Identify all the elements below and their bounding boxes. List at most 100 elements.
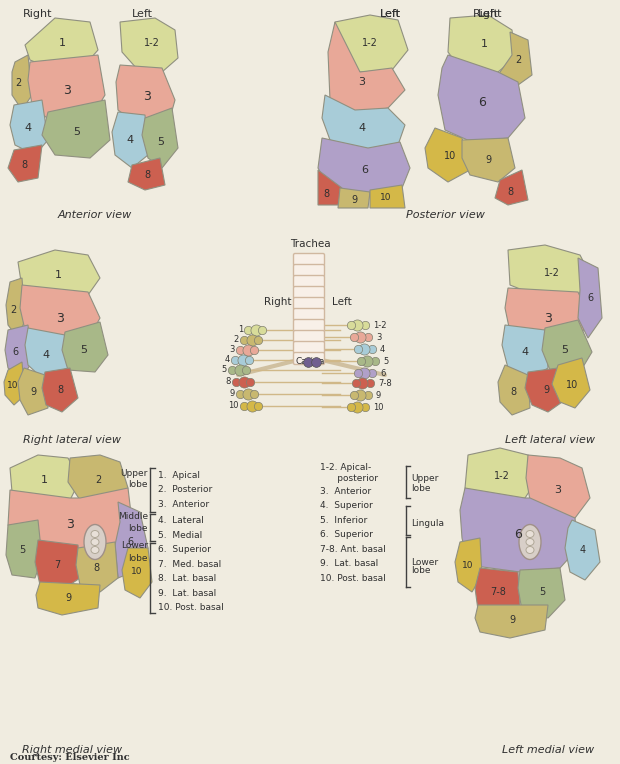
Text: 8: 8 (144, 170, 150, 180)
Ellipse shape (91, 530, 99, 538)
Text: 6: 6 (380, 368, 386, 377)
Polygon shape (10, 100, 48, 155)
Text: 3: 3 (63, 83, 71, 96)
Text: 4: 4 (521, 347, 529, 357)
Polygon shape (460, 488, 578, 572)
Text: lobe: lobe (128, 523, 148, 533)
Polygon shape (28, 55, 105, 125)
Polygon shape (68, 455, 128, 502)
Text: 8: 8 (21, 160, 27, 170)
Polygon shape (578, 258, 602, 338)
Polygon shape (10, 455, 80, 505)
Text: Right medial view: Right medial view (22, 745, 122, 755)
Text: 9: 9 (485, 155, 491, 165)
Text: 4.  Lateral: 4. Lateral (158, 516, 204, 526)
Text: Upper: Upper (411, 474, 438, 483)
Polygon shape (525, 368, 565, 412)
Text: lobe: lobe (128, 554, 148, 563)
Text: 5: 5 (81, 345, 87, 355)
Polygon shape (18, 368, 48, 415)
Text: 3.  Anterior: 3. Anterior (320, 487, 371, 496)
Text: 5: 5 (383, 357, 388, 365)
Text: 10: 10 (380, 193, 392, 202)
Polygon shape (448, 15, 515, 75)
Text: 7-8. Ant. basal: 7-8. Ant. basal (320, 545, 386, 554)
Text: 8: 8 (226, 377, 231, 387)
Text: 5: 5 (222, 365, 227, 374)
Text: Left: Left (379, 9, 401, 19)
Text: 10: 10 (463, 561, 474, 569)
Text: 5.  Medial: 5. Medial (158, 531, 202, 539)
Text: 6: 6 (478, 96, 486, 108)
Text: 5: 5 (157, 137, 164, 147)
Text: Lingula: Lingula (411, 519, 444, 528)
Polygon shape (502, 325, 548, 380)
Text: 9: 9 (351, 195, 357, 205)
Text: Courtesy: Elsevier Inc: Courtesy: Elsevier Inc (10, 753, 130, 762)
Polygon shape (438, 55, 525, 142)
Ellipse shape (91, 539, 99, 545)
Text: 8: 8 (323, 189, 329, 199)
Polygon shape (18, 250, 100, 300)
Polygon shape (322, 95, 405, 152)
Text: 3: 3 (229, 345, 235, 354)
Polygon shape (462, 138, 515, 182)
Text: 3: 3 (544, 312, 552, 325)
Polygon shape (8, 488, 132, 552)
Polygon shape (5, 325, 32, 378)
Polygon shape (518, 568, 565, 618)
Polygon shape (318, 170, 342, 205)
Text: 4: 4 (24, 123, 32, 133)
Polygon shape (6, 278, 25, 338)
Text: 3: 3 (56, 312, 64, 325)
Text: Left: Left (477, 9, 498, 19)
Text: 3: 3 (143, 90, 151, 103)
Text: 8: 8 (510, 387, 516, 397)
Polygon shape (565, 520, 600, 580)
Text: 1: 1 (55, 270, 61, 280)
Text: 1-2. Apical-: 1-2. Apical- (320, 464, 371, 472)
FancyBboxPatch shape (293, 352, 324, 364)
Text: 10: 10 (444, 151, 456, 161)
Text: 6: 6 (127, 537, 133, 547)
Text: 5: 5 (19, 545, 25, 555)
Text: Trachea: Trachea (290, 239, 330, 249)
Text: Left: Left (332, 297, 352, 307)
Polygon shape (475, 568, 520, 618)
Text: 2.  Posterior: 2. Posterior (158, 485, 212, 494)
Text: 9.  Lat. basal: 9. Lat. basal (320, 559, 378, 568)
Text: Upper: Upper (121, 468, 148, 478)
Polygon shape (318, 138, 410, 195)
Text: Left: Left (379, 9, 401, 19)
Polygon shape (20, 285, 100, 345)
Text: Middle: Middle (118, 512, 148, 521)
Polygon shape (370, 185, 405, 208)
Polygon shape (495, 170, 528, 205)
Text: 6.  Superior: 6. Superior (158, 545, 211, 554)
Ellipse shape (526, 530, 534, 538)
Text: 8: 8 (507, 187, 513, 197)
Polygon shape (112, 112, 148, 168)
Text: lobe: lobe (128, 480, 148, 489)
Text: Right: Right (24, 9, 53, 19)
Ellipse shape (84, 525, 106, 559)
Text: 7-8: 7-8 (378, 378, 392, 387)
Text: 7.  Med. basal: 7. Med. basal (158, 560, 221, 568)
Polygon shape (475, 605, 548, 638)
Text: 10: 10 (7, 381, 19, 390)
Text: 2: 2 (234, 335, 239, 345)
Text: 4: 4 (580, 545, 586, 555)
FancyBboxPatch shape (293, 309, 324, 321)
Polygon shape (115, 502, 148, 578)
Polygon shape (25, 328, 68, 378)
Text: 1-2: 1-2 (494, 471, 510, 481)
Text: 3: 3 (376, 332, 381, 342)
Text: 9: 9 (376, 390, 381, 400)
Polygon shape (25, 18, 98, 70)
Text: 2: 2 (515, 55, 521, 65)
Polygon shape (6, 520, 42, 578)
Text: 6: 6 (514, 529, 522, 542)
FancyBboxPatch shape (293, 342, 324, 354)
Polygon shape (122, 548, 152, 598)
Text: 8: 8 (57, 385, 63, 395)
